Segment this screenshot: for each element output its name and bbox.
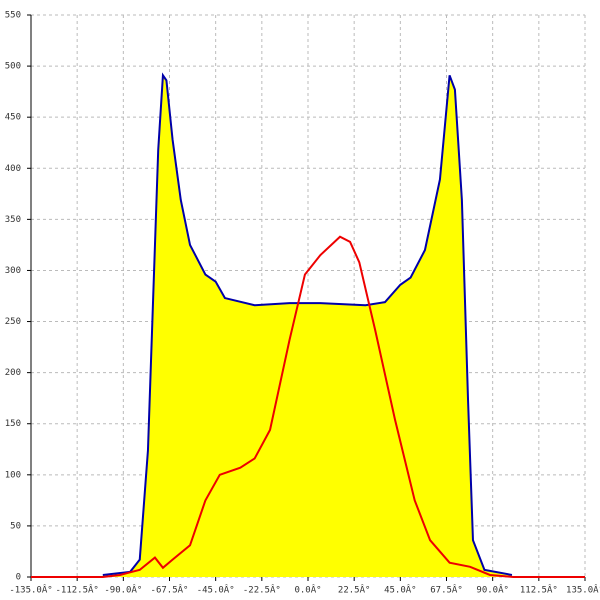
y-tick-label: 450 — [5, 113, 21, 123]
x-tick-label: -112.5Â° — [55, 584, 98, 596]
y-tick-label: 250 — [5, 317, 21, 327]
x-tick-label: 22.5Â° — [338, 584, 371, 596]
series-line — [102, 72, 513, 576]
area-fill — [102, 75, 512, 578]
y-tick-label: 100 — [5, 470, 21, 480]
y-tick-label: 400 — [5, 164, 21, 174]
x-tick-label: 112.5Â° — [520, 584, 558, 596]
x-tick-label: 90.0Â° — [476, 584, 509, 596]
x-tick-label: 45.0Â° — [384, 584, 417, 596]
x-tick-label: -22.5Â° — [243, 584, 281, 596]
x-tick-label: -67.5Â° — [151, 584, 189, 596]
y-tick-label: 0 — [16, 573, 21, 583]
series-line — [31, 235, 585, 578]
x-tick-label: -90.0Â° — [104, 584, 142, 596]
x-tick-label: 67.5Â° — [430, 584, 463, 596]
y-tick-label: 550 — [5, 11, 21, 21]
x-tick-label: 0.0Â° — [294, 584, 321, 596]
y-tick-label: 300 — [5, 266, 21, 276]
y-tick-label: 50 — [10, 521, 21, 531]
x-tick-label: 135.0Â° — [566, 584, 600, 596]
x-tick-label: -45.0Â° — [197, 584, 235, 596]
y-tick-label: 500 — [5, 62, 21, 72]
y-tick-label: 200 — [5, 368, 21, 378]
y-tick-label: 350 — [5, 215, 21, 225]
x-tick-label: -135.0Â° — [9, 584, 52, 596]
y-tick-label: 150 — [5, 419, 21, 429]
